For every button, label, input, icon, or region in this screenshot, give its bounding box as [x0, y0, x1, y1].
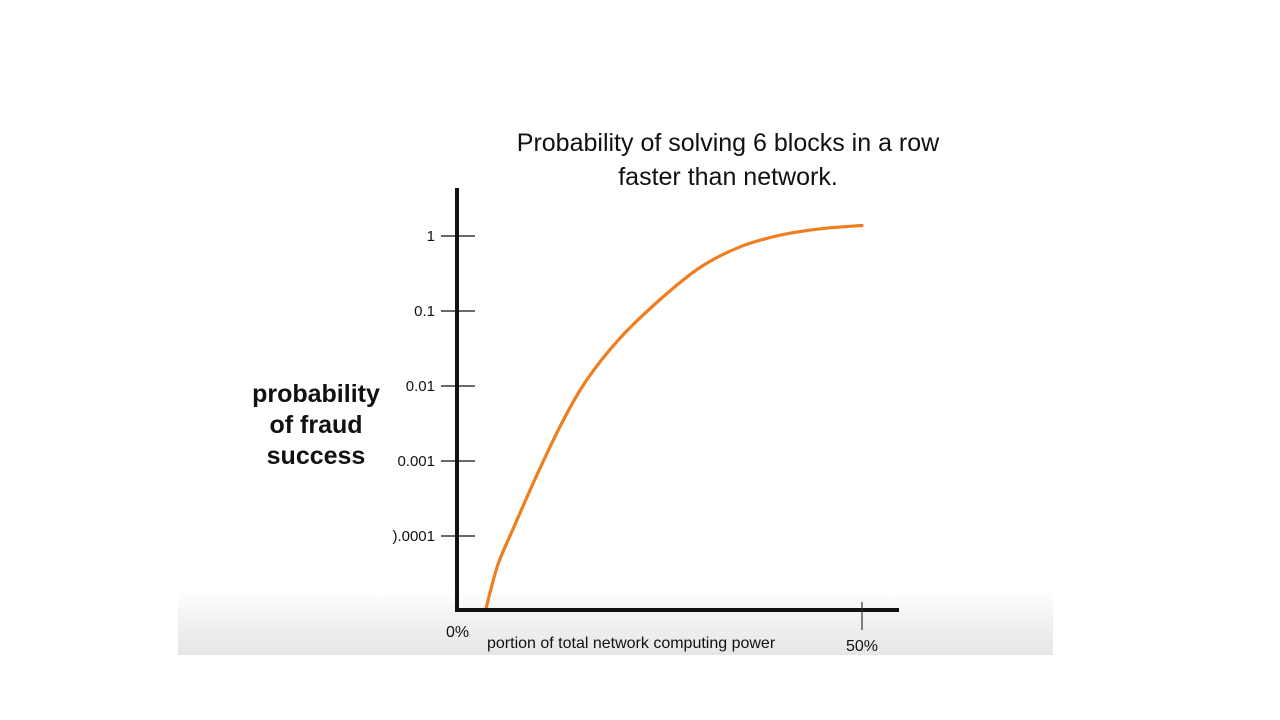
x-tick-label-start: 0%: [446, 624, 469, 641]
y-ticks-group: 1 0.1 0.01 0.001 ).0001: [392, 228, 475, 545]
bottom-shadow-band: [178, 590, 1053, 655]
y-tick-label: 1: [427, 228, 435, 245]
y-axis-label-line-3: success: [267, 442, 366, 470]
y-tick-label: ).0001: [392, 528, 435, 545]
chart-title-line-1: Probability of solving 6 blocks in a row: [517, 129, 940, 157]
y-tick-label: 0.1: [414, 303, 435, 320]
series-line-0: [484, 223, 864, 608]
x-tick-label-end: 50%: [846, 638, 878, 655]
y-axis-label-line-2: of fraud: [269, 411, 362, 439]
y-tick-label: 0.01: [406, 378, 435, 395]
chart-title-line-2: faster than network.: [618, 163, 838, 191]
y-axis-label-line-1: probability: [252, 380, 380, 408]
x-axis-label: portion of total network computing power: [487, 635, 776, 652]
series-group: [484, 223, 864, 608]
y-tick-label: 0.001: [397, 453, 435, 470]
